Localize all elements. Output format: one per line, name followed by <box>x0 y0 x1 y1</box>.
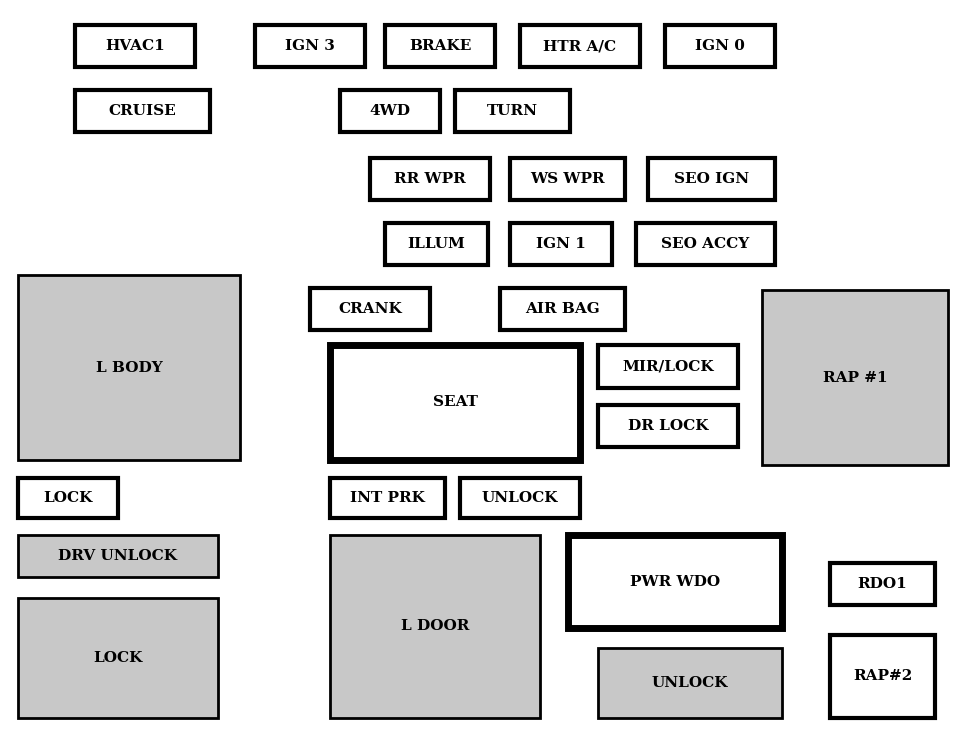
Bar <box>370 158 489 200</box>
Text: RR WPR: RR WPR <box>394 172 465 186</box>
Text: TURN: TURN <box>486 104 537 118</box>
Bar <box>635 223 775 265</box>
Bar <box>18 478 118 518</box>
Bar <box>18 535 218 577</box>
Bar <box>18 275 239 460</box>
Bar <box>330 345 579 460</box>
Bar <box>384 223 487 265</box>
Text: PWR WDO: PWR WDO <box>629 574 720 589</box>
Bar <box>567 535 781 628</box>
Text: RAP#2: RAP#2 <box>852 670 911 684</box>
Text: SEO ACCY: SEO ACCY <box>660 237 749 251</box>
Text: INT PRK: INT PRK <box>350 491 425 505</box>
Text: DR LOCK: DR LOCK <box>628 419 707 433</box>
Text: AIR BAG: AIR BAG <box>525 302 600 316</box>
Text: UNLOCK: UNLOCK <box>651 676 727 690</box>
Text: IGN 3: IGN 3 <box>284 39 334 53</box>
Text: BRAKE: BRAKE <box>408 39 471 53</box>
Text: SEO IGN: SEO IGN <box>674 172 749 186</box>
Text: CRUISE: CRUISE <box>109 104 176 118</box>
Text: RDO1: RDO1 <box>857 577 906 591</box>
Bar <box>509 223 611 265</box>
Bar <box>509 158 625 200</box>
Text: HVAC1: HVAC1 <box>105 39 164 53</box>
Text: HTR A/C: HTR A/C <box>543 39 616 53</box>
Text: LOCK: LOCK <box>93 651 142 665</box>
Bar <box>598 648 781 718</box>
Bar <box>339 90 439 132</box>
Text: L DOOR: L DOOR <box>401 620 469 633</box>
Bar <box>255 25 364 67</box>
Text: IGN 0: IGN 0 <box>695 39 744 53</box>
Bar <box>18 598 218 718</box>
Bar <box>829 563 934 605</box>
Bar <box>330 535 539 718</box>
Text: SEAT: SEAT <box>432 396 477 409</box>
Bar <box>648 158 775 200</box>
Bar <box>384 25 495 67</box>
Bar <box>598 405 737 447</box>
Text: IGN 1: IGN 1 <box>535 237 585 251</box>
Bar <box>75 25 195 67</box>
Bar <box>500 288 625 330</box>
Bar <box>309 288 430 330</box>
Bar <box>829 635 934 718</box>
Text: MIR/LOCK: MIR/LOCK <box>622 359 713 373</box>
Bar <box>664 25 775 67</box>
Bar <box>520 25 639 67</box>
Bar <box>75 90 209 132</box>
Bar <box>330 478 445 518</box>
Text: DRV UNLOCK: DRV UNLOCK <box>59 549 178 563</box>
Text: L BODY: L BODY <box>95 361 162 374</box>
Text: UNLOCK: UNLOCK <box>481 491 557 505</box>
Bar <box>459 478 579 518</box>
Text: WS WPR: WS WPR <box>530 172 604 186</box>
Text: 4WD: 4WD <box>369 104 410 118</box>
Bar <box>455 90 570 132</box>
Bar <box>598 345 737 388</box>
Text: RAP #1: RAP #1 <box>822 371 886 385</box>
Text: CRANK: CRANK <box>337 302 402 316</box>
Text: ILLUM: ILLUM <box>407 237 465 251</box>
Text: LOCK: LOCK <box>43 491 92 505</box>
Bar <box>761 290 947 465</box>
